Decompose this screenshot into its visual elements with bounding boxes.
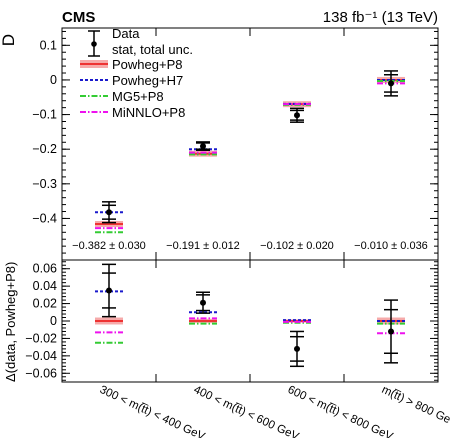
bottom-y-tick-label: 0 — [50, 314, 57, 328]
top-data-point-2 — [294, 112, 300, 119]
lumi-label: 138 fb⁻¹ (13 TeV) — [323, 9, 438, 26]
legend-unc-label: stat, total unc. — [112, 42, 193, 57]
x-category-label-3: m(t̅t) > 800 GeV — [380, 384, 451, 430]
bottom-y-tick-label: −0.06 — [25, 366, 57, 380]
bottom-plot-marks — [95, 263, 405, 368]
experiment-label: CMS — [62, 9, 95, 26]
x-category-label-2: 600 < m(t̅t) < 800 GeV — [286, 384, 395, 438]
bottom-data-point-0 — [106, 287, 112, 294]
top-y-tick-label: 0 — [50, 73, 57, 87]
top-y-tick-label: 0.1 — [40, 38, 57, 52]
bottom-y-axis-title: Δ(data, Powheg+P8) — [3, 262, 18, 382]
legend-powheg-p8-label: Powheg+P8 — [112, 57, 182, 72]
legend-mg5-p8-label: MG5+P8 — [112, 89, 164, 104]
top-data-point-3 — [388, 80, 394, 87]
legend: Data stat, total unc. Powheg+P8 Powheg+H… — [80, 26, 193, 120]
bottom-data-point-1 — [200, 299, 206, 306]
value-label-2: −0.102 ± 0.020 — [260, 240, 334, 252]
top-y-tick-label: −0.3 — [32, 177, 57, 191]
top-y-tick-label: −0.4 — [32, 211, 57, 225]
top-plot-marks: −0.382 ± 0.030 −0.191 ± 0.012 −0.102 ± 0.0… — [72, 70, 428, 252]
bottom-y-tick-label: −0.02 — [25, 331, 57, 345]
top-y-axis-title: D — [0, 34, 18, 46]
bottom-y-tick-label: −0.04 — [25, 349, 57, 363]
legend-data-label: Data — [112, 26, 140, 41]
axes: 0.1 0 −0.1 −0.2 −0.3 −0.4 0.06 0.04 0.02 0 −0.02 −0… — [25, 28, 451, 438]
top-data-point-0 — [106, 209, 112, 216]
bottom-data-point-3 — [388, 328, 394, 335]
legend-data-marker — [91, 41, 97, 47]
top-y-tick-label: −0.2 — [32, 142, 57, 156]
value-label-0: −0.382 ± 0.030 — [72, 240, 146, 252]
legend-powheg-h7-label: Powheg+H7 — [112, 73, 183, 88]
bottom-y-tick-label: 0.04 — [33, 279, 57, 293]
legend-minnlo-p8-label: MiNNLO+P8 — [112, 105, 185, 120]
x-category-label-1: 400 < m(t̅t) < 600 GeV — [192, 384, 301, 438]
bottom-data-point-2 — [294, 345, 300, 352]
x-category-label-0: 300 < m(t̅t) < 400 GeV — [98, 384, 207, 438]
value-label-1: −0.191 ± 0.012 — [166, 240, 240, 252]
value-label-3: −0.010 ± 0.036 — [354, 240, 428, 252]
bottom-y-tick-label: 0.06 — [33, 262, 57, 276]
top-y-tick-label: −0.1 — [32, 108, 57, 122]
top-data-point-1 — [200, 143, 206, 150]
bottom-y-tick-label: 0.02 — [33, 297, 57, 311]
